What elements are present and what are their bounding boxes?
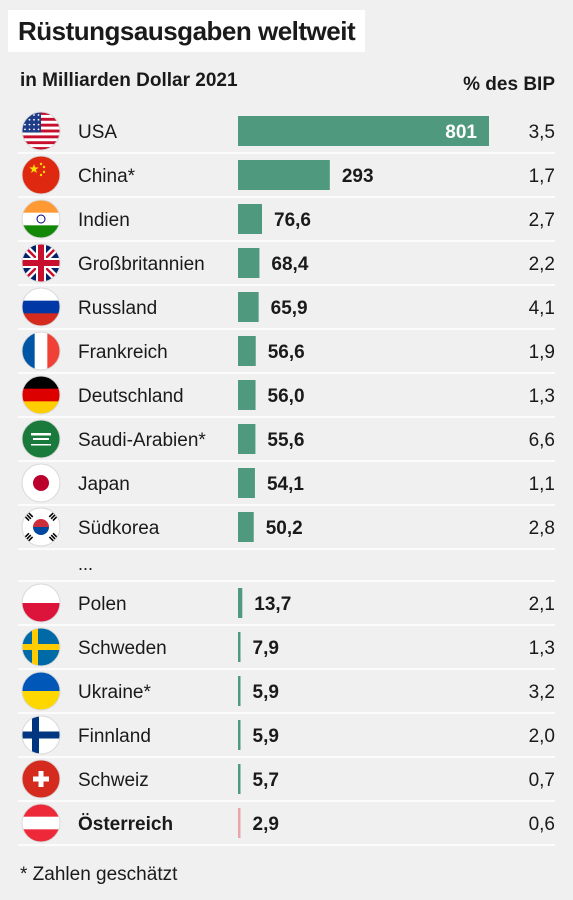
value-label: 5,9 xyxy=(253,726,279,747)
bar xyxy=(238,116,489,146)
gdp-share-label: 1,3 xyxy=(529,638,555,659)
value-label: 801 xyxy=(445,122,477,143)
category-label: Polen xyxy=(78,594,127,615)
gdp-share-label: 3,5 xyxy=(529,122,555,143)
bar xyxy=(238,632,241,662)
chart-title: Rüstungsausgaben weltweit xyxy=(8,10,366,52)
footnote: * Zahlen geschätzt xyxy=(20,864,178,885)
gdp-share-label: 1,7 xyxy=(529,166,555,187)
chart-subtitle: in Milliarden Dollar 2021 xyxy=(20,70,238,91)
bar xyxy=(238,292,259,322)
category-label: Finnland xyxy=(78,726,151,747)
value-label: 56,0 xyxy=(268,386,305,407)
bar xyxy=(238,336,256,366)
japan-flag-icon xyxy=(21,463,61,503)
category-label: China* xyxy=(78,166,136,187)
ukraine-flag-icon xyxy=(21,671,61,711)
uk-flag-icon xyxy=(21,243,61,283)
gdp-share-label: 2,7 xyxy=(529,210,555,231)
bar xyxy=(238,468,255,498)
gdp-share-label: 2,1 xyxy=(529,594,555,615)
bar xyxy=(238,248,260,278)
category-label: Saudi-Arabien* xyxy=(78,430,206,451)
gdp-share-label: 2,8 xyxy=(529,518,555,539)
category-label: Deutschland xyxy=(78,386,184,407)
china-flag-icon xyxy=(21,155,61,195)
bar xyxy=(238,720,241,750)
usa-flag-icon xyxy=(21,111,61,151)
value-label: 68,4 xyxy=(271,254,308,275)
france-flag-icon xyxy=(21,331,61,371)
ellipsis-label: ... xyxy=(78,554,93,574)
poland-flag-icon xyxy=(21,583,61,623)
bar xyxy=(238,588,243,618)
gdp-share-label: 1,1 xyxy=(529,474,555,495)
category-label: Österreich xyxy=(78,814,173,835)
value-label: 13,7 xyxy=(254,594,291,615)
value-label: 56,6 xyxy=(268,342,305,363)
value-label: 76,6 xyxy=(274,210,311,231)
category-label: Ukraine* xyxy=(78,682,151,703)
category-label: USA xyxy=(78,122,117,143)
austria-flag-icon xyxy=(21,803,61,843)
gdp-share-label: 1,3 xyxy=(529,386,555,407)
germany-flag-icon xyxy=(21,375,61,415)
gdp-column-header: % des BIP xyxy=(463,74,555,95)
russia-flag-icon xyxy=(21,287,61,327)
value-label: 5,9 xyxy=(253,682,279,703)
category-label: Frankreich xyxy=(78,342,168,363)
finland-flag-icon xyxy=(21,715,61,755)
category-label: Großbritannien xyxy=(78,254,205,275)
bar xyxy=(238,676,241,706)
gdp-share-label: 6,6 xyxy=(529,430,555,451)
category-label: Japan xyxy=(78,474,130,495)
value-label: 5,7 xyxy=(253,770,279,791)
category-label: Schweden xyxy=(78,638,167,659)
category-label: Indien xyxy=(78,210,130,231)
category-label: Schweiz xyxy=(78,770,149,791)
india-flag-icon xyxy=(21,199,61,239)
gdp-share-label: 3,2 xyxy=(529,682,555,703)
bar xyxy=(238,808,241,838)
value-label: 65,9 xyxy=(271,298,308,319)
value-label: 55,6 xyxy=(267,430,304,451)
value-label: 54,1 xyxy=(267,474,304,495)
switzerland-flag-icon xyxy=(21,759,61,799)
value-label: 293 xyxy=(342,166,374,187)
value-label: 2,9 xyxy=(253,814,279,835)
saudi-arabia-flag-icon xyxy=(21,419,61,459)
gdp-share-label: 2,0 xyxy=(529,726,555,747)
value-label: 7,9 xyxy=(253,638,279,659)
category-label: Südkorea xyxy=(78,518,160,539)
bar xyxy=(238,424,256,454)
gdp-share-label: 0,6 xyxy=(529,814,555,835)
south-korea-flag-icon xyxy=(21,507,61,547)
bar xyxy=(238,380,256,410)
gdp-share-label: 2,2 xyxy=(529,254,555,275)
bar xyxy=(238,512,254,542)
sweden-flag-icon xyxy=(21,627,61,667)
gdp-share-label: 4,1 xyxy=(529,298,555,319)
gdp-share-label: 0,7 xyxy=(529,770,555,791)
value-label: 50,2 xyxy=(266,518,303,539)
gdp-share-label: 1,9 xyxy=(529,342,555,363)
bar xyxy=(238,160,330,190)
category-label: Russland xyxy=(78,298,157,319)
bar xyxy=(238,204,263,234)
bar xyxy=(238,764,241,794)
